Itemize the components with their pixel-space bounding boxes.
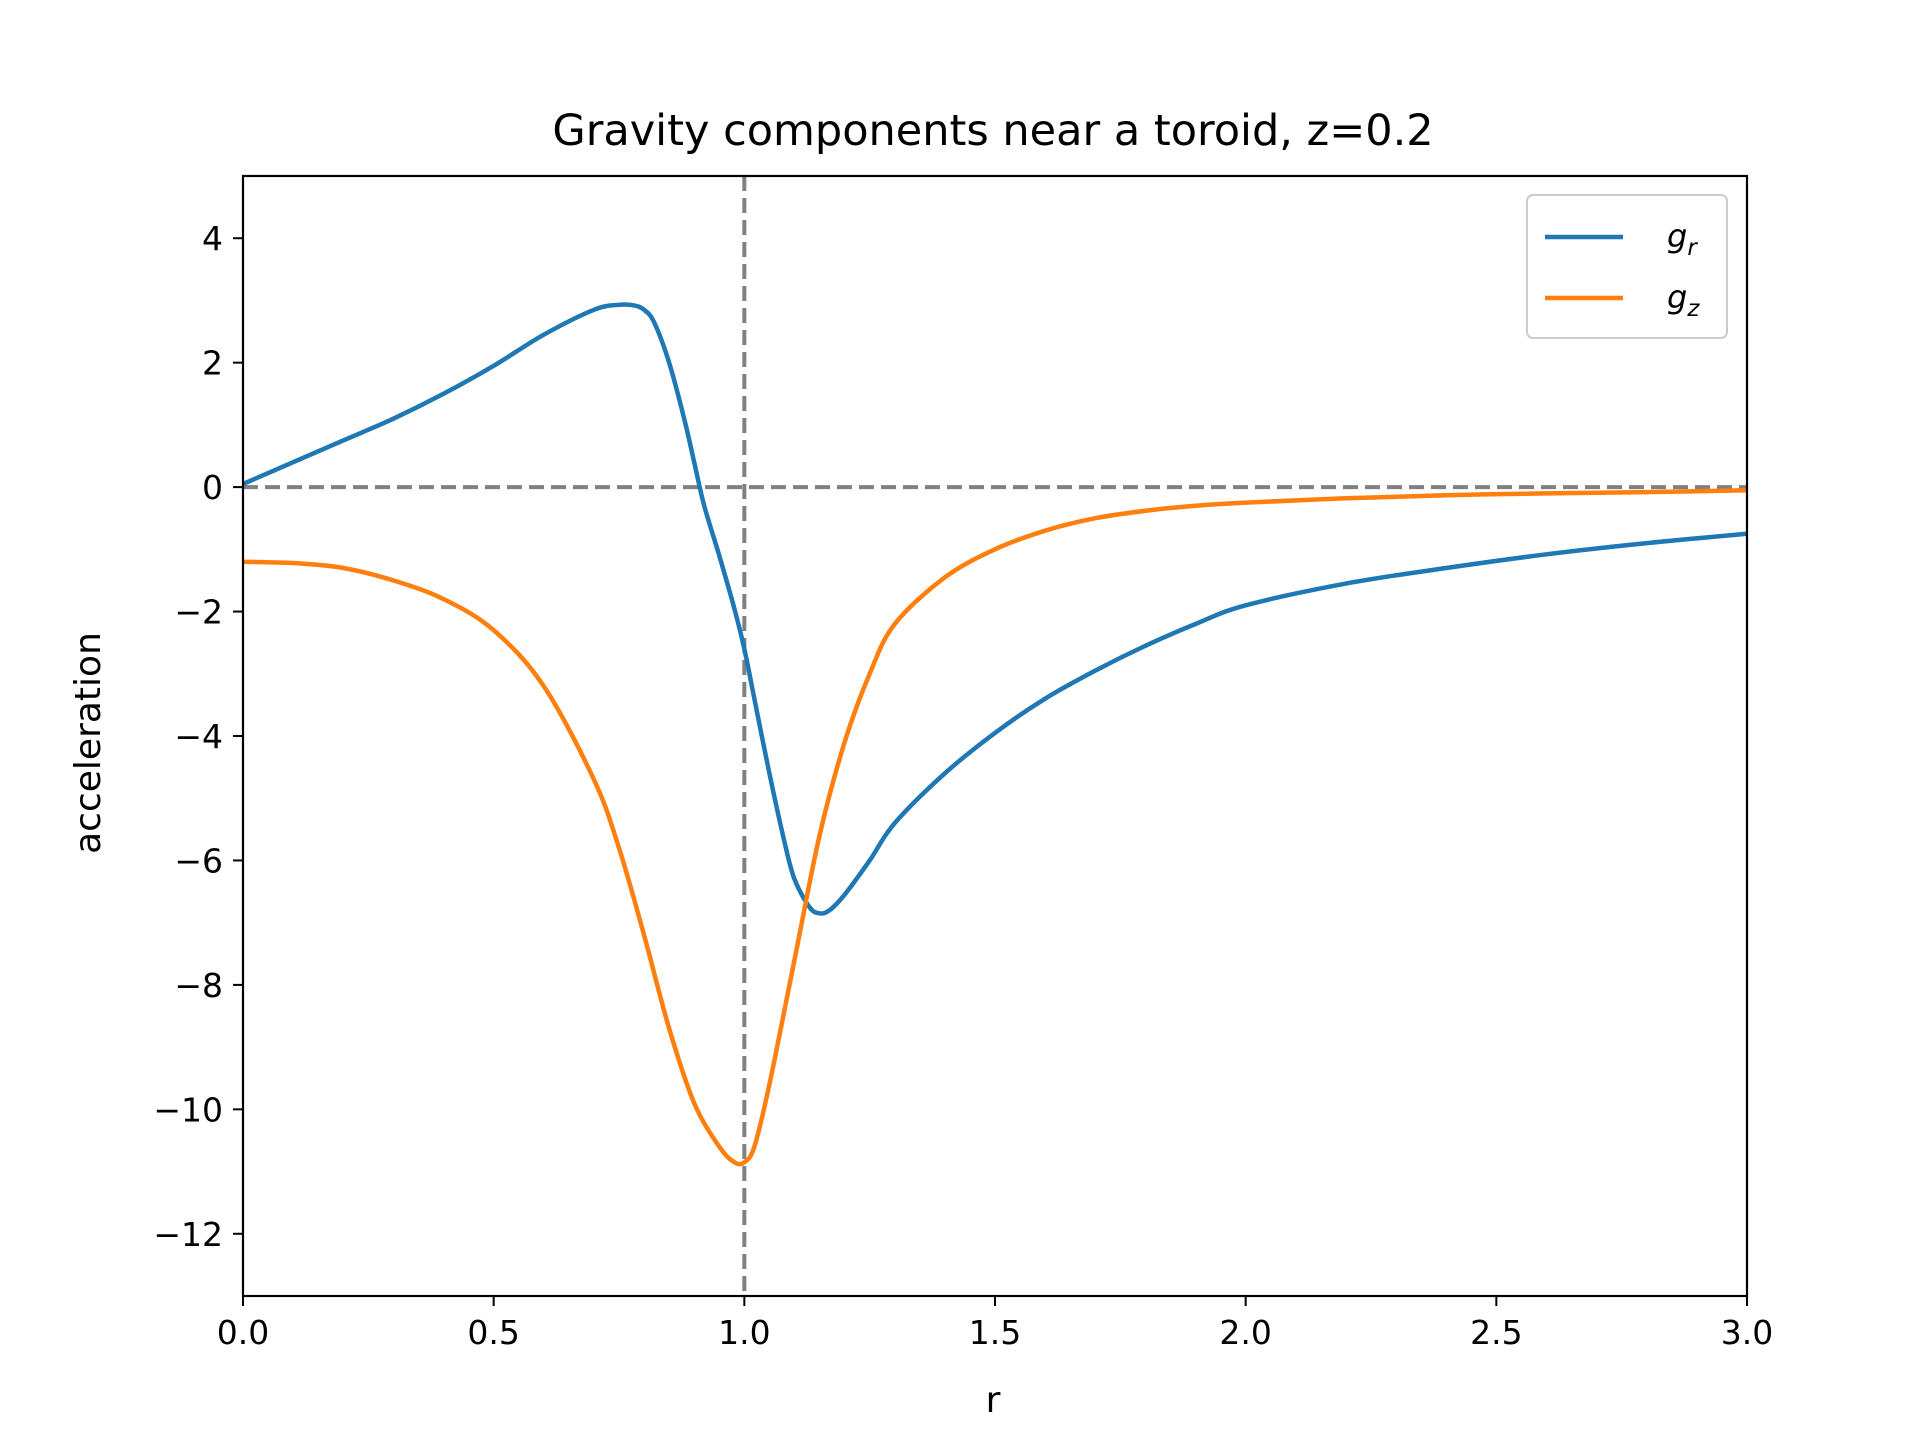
y-tick-label: 0 [202, 468, 223, 507]
y-tick-label: 4 [202, 219, 223, 258]
legend-label-subscript: r [1687, 235, 1698, 261]
chart-title: Gravity components near a toroid, z=0.2 [552, 106, 1433, 156]
series-line-z [243, 487, 1747, 1167]
legend-label-r: gr [1667, 217, 1698, 261]
x-tick-label: 2.5 [1470, 1313, 1522, 1352]
plot-area: 0.0 0.5 1.0 1.5 2.0 2.5 3.0 4 2 0 −2 −4 −6 −8 −10 −12 gr… [153, 174, 1773, 1352]
x-tick-label: 2.0 [1219, 1313, 1271, 1352]
y-tick-label: −6 [174, 841, 223, 880]
legend-label-base: g [1667, 278, 1687, 316]
legend-label-z: gz [1667, 278, 1700, 322]
y-tick-label: −2 [174, 593, 223, 632]
legend-label-subscript: z [1686, 296, 1700, 322]
y-tick-label: −10 [153, 1090, 223, 1129]
x-tick-label: 1.5 [969, 1313, 1021, 1352]
legend-label-base: g [1667, 217, 1687, 255]
y-tick-label: −8 [174, 966, 223, 1005]
y-axis-label: acceleration [68, 632, 109, 854]
x-tick-label: 1.0 [718, 1313, 770, 1352]
legend-box [1526, 194, 1728, 339]
series-line-r [243, 302, 1747, 916]
x-axis-label: r [986, 1380, 1001, 1421]
y-tick-label: −4 [174, 717, 223, 756]
y-tick-label: −12 [153, 1215, 223, 1254]
x-tick-label: 0.5 [467, 1313, 519, 1352]
y-tick-label: 2 [202, 344, 223, 383]
x-tick-label: 0.0 [217, 1313, 269, 1352]
x-tick-label: 3.0 [1721, 1313, 1773, 1352]
